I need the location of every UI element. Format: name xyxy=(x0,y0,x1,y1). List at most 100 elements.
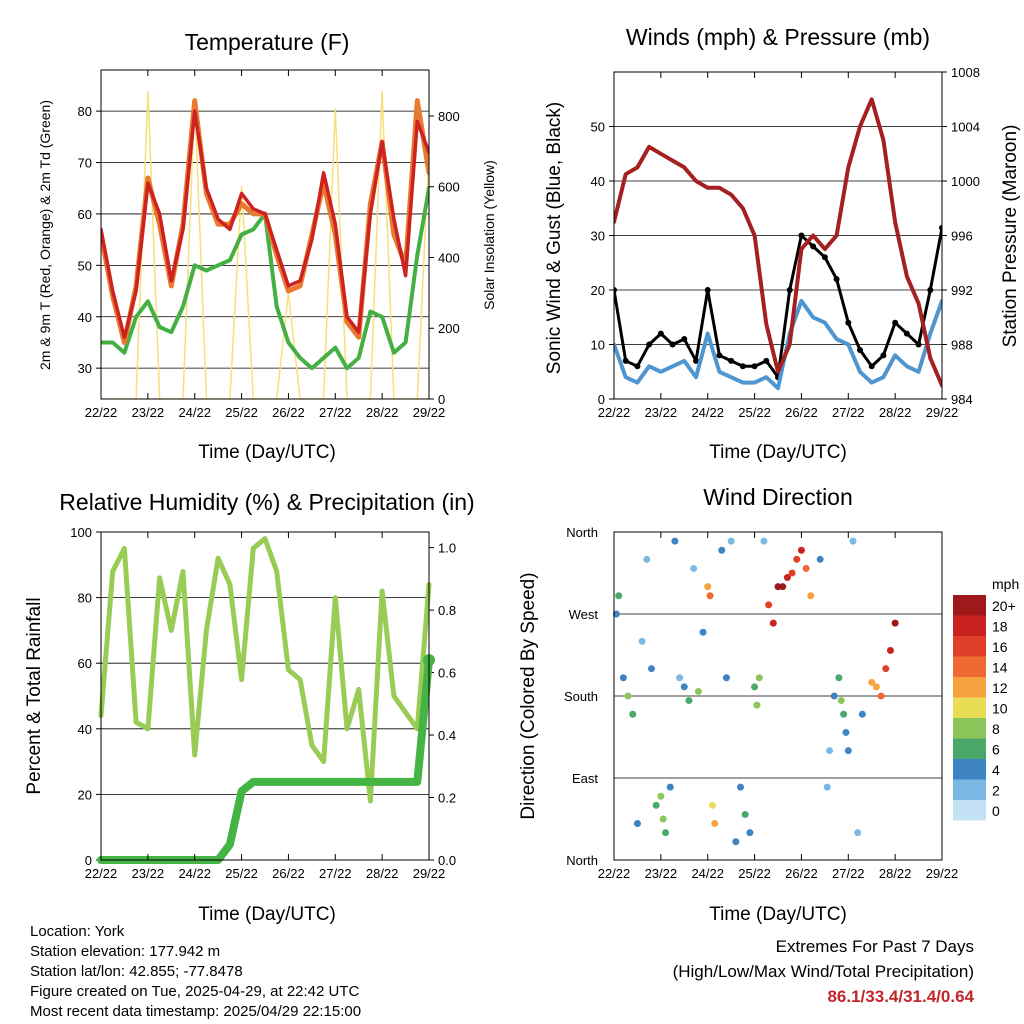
temperature-series xyxy=(101,90,429,399)
series-9m-temp xyxy=(101,109,429,340)
gust-point xyxy=(657,330,664,337)
direction-point xyxy=(619,674,627,682)
legend-swatch xyxy=(953,779,986,800)
direction-point xyxy=(877,692,885,700)
direction-point xyxy=(699,628,707,636)
y-tick-label: 20 xyxy=(78,787,92,802)
winds-series xyxy=(614,97,942,391)
gust-point xyxy=(857,346,863,353)
gust-point xyxy=(845,319,852,326)
x-tick-label: 23/22 xyxy=(132,866,165,881)
y-tick-label-right: 996 xyxy=(951,229,973,244)
extremes-title: Extremes For Past 7 Days xyxy=(775,937,974,956)
direction-point xyxy=(835,674,843,682)
direction-point xyxy=(746,829,754,837)
chart-title: Winds (mph) & Pressure (mb) xyxy=(626,24,930,50)
direction-point xyxy=(868,678,876,686)
direction-point xyxy=(793,555,801,563)
gust-point xyxy=(939,224,942,231)
data-timestamp: Most recent data timestamp: 2025/04/29 2… xyxy=(30,1003,362,1020)
direction-point xyxy=(633,820,641,828)
gust-point xyxy=(751,363,758,370)
direction-point xyxy=(659,815,667,823)
direction-point xyxy=(779,583,787,591)
x-tick-label: 22/22 xyxy=(85,405,118,420)
gust-point xyxy=(763,357,770,364)
gust-point xyxy=(728,357,735,364)
x-tick-label: 23/22 xyxy=(645,405,678,420)
legend-label: 0 xyxy=(992,803,1000,819)
y-tick-label: 30 xyxy=(78,361,92,376)
x-axis-label: Time (Day/UTC) xyxy=(709,904,847,925)
direction-point xyxy=(842,728,850,736)
direction-point xyxy=(872,683,880,691)
station-info: Location: York Station elevation: 177.94… xyxy=(30,922,361,1022)
x-tick-label: 28/22 xyxy=(366,405,399,420)
legend-swatch xyxy=(953,636,986,657)
direction-point xyxy=(718,546,726,554)
direction-point xyxy=(694,687,702,695)
x-tick-label: 26/22 xyxy=(272,866,305,881)
y-tick-label-right: 1.0 xyxy=(438,541,456,556)
legend-swatch xyxy=(953,738,986,759)
series-relative-humidity xyxy=(98,536,432,804)
station-elevation: Station elevation: 177.942 m xyxy=(30,943,221,960)
x-axis-label: Time (Day/UTC) xyxy=(198,442,336,463)
x-tick-label: 25/22 xyxy=(225,405,258,420)
direction-point xyxy=(737,783,745,791)
legend-swatch xyxy=(953,677,986,698)
y-tick-label-right: 0.8 xyxy=(438,603,456,618)
chart-title: Wind Direction xyxy=(703,484,853,510)
extremes-box: Extremes For Past 7 Days (High/Low/Max W… xyxy=(673,934,974,1009)
direction-point xyxy=(685,697,693,705)
direction-point xyxy=(711,820,719,828)
x-tick-label: 22/22 xyxy=(85,866,118,881)
y-tick-label: North xyxy=(566,525,598,540)
direction-point xyxy=(708,801,716,809)
y-tick-label: 20 xyxy=(591,283,605,298)
direction-point xyxy=(830,692,838,700)
direction-point xyxy=(647,665,655,673)
x-tick-label: 22/22 xyxy=(598,405,631,420)
y-tick-label-right: 600 xyxy=(438,180,460,195)
y-tick-label-right: 200 xyxy=(438,321,460,336)
direction-point xyxy=(680,683,688,691)
x-tick-label: 23/22 xyxy=(132,405,165,420)
x-tick-label: 28/22 xyxy=(879,405,912,420)
y-tick-label-right: 400 xyxy=(438,250,460,265)
y-tick-label: 60 xyxy=(78,656,92,671)
station-location: Location: York xyxy=(30,923,125,940)
station-latlon: Station lat/lon: 42.855; -77.8478 xyxy=(30,963,243,980)
legend-swatch xyxy=(953,615,986,636)
x-tick-label: 29/22 xyxy=(926,405,959,420)
legend-label: 10 xyxy=(992,701,1008,717)
series-station-pressure xyxy=(614,97,942,388)
gust-point xyxy=(669,341,676,348)
y-tick-label: West xyxy=(569,607,599,622)
series-solar-insolation xyxy=(101,90,429,399)
direction-point xyxy=(807,592,815,600)
direction-point xyxy=(837,697,845,705)
y-tick-label-right: 0.4 xyxy=(438,728,456,743)
legend-label: 12 xyxy=(992,680,1008,696)
direction-point xyxy=(732,838,740,846)
y-tick-label-right: 984 xyxy=(951,392,973,407)
direction-point xyxy=(753,701,761,709)
direction-point xyxy=(612,610,620,618)
direction-point xyxy=(690,564,698,572)
series-sonic-wind xyxy=(614,298,942,391)
direction-point xyxy=(638,637,646,645)
direction-point xyxy=(858,710,866,718)
legend-swatch xyxy=(953,595,986,616)
legend-label: 14 xyxy=(992,660,1008,676)
series-gust xyxy=(614,226,942,379)
x-tick-label: 28/22 xyxy=(879,866,912,881)
direction-point xyxy=(741,810,749,818)
legend-label: 4 xyxy=(992,762,1000,778)
speed-legend: mph 20+ 18 16 14 12 10 8 6 4 2 0 xyxy=(953,576,1019,821)
extremes-values: 86.1/33.4/31.4/0.64 xyxy=(827,987,974,1006)
y-tick-label-right: 0 xyxy=(438,392,445,407)
y-tick-label: 40 xyxy=(78,310,92,325)
x-tick-label: 22/22 xyxy=(598,866,631,881)
y-axis-label: Percent & Total Rainfall xyxy=(24,597,45,794)
